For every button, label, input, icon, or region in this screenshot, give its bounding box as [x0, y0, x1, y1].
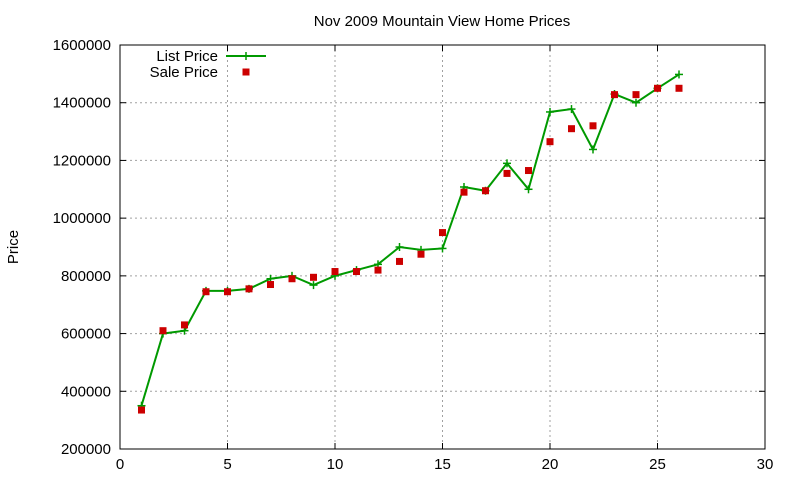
sale-price-point	[589, 122, 597, 130]
legend-marker	[242, 52, 250, 60]
legend-label-sale-price: Sale Price	[150, 64, 218, 81]
list-price-point	[395, 243, 404, 251]
x-tick-label: 0	[116, 456, 124, 473]
list-price-point	[524, 185, 533, 194]
sale-price-point	[611, 91, 618, 99]
sale-price-point	[138, 406, 145, 414]
sale-price-point	[331, 268, 339, 276]
sale-price-point	[439, 229, 446, 237]
sale-price-point	[288, 275, 296, 283]
list-price-point	[567, 105, 576, 114]
sale-price-point	[245, 285, 253, 293]
list-price-point	[309, 281, 318, 290]
list-price-point	[675, 70, 683, 79]
sale-price-point	[503, 169, 511, 177]
sale-price-point	[310, 273, 317, 281]
list-price-point	[546, 107, 554, 116]
sale-price-point	[546, 138, 554, 146]
y-tick-label: 1200000	[53, 152, 111, 169]
sale-price-point	[181, 321, 188, 329]
y-tick-label: 200000	[61, 441, 111, 458]
y-tick-labels: 200000 400000 600000 800000 1000000 1200000 14…	[53, 37, 111, 458]
x-tick-label: 10	[327, 456, 344, 473]
x-tick-label: 20	[542, 456, 559, 473]
sale-price-point	[675, 84, 683, 92]
sale-price-point	[654, 84, 661, 92]
y-tick-label: 400000	[61, 383, 111, 400]
sale-price-point	[224, 288, 231, 296]
sale-price-point	[525, 167, 532, 175]
legend-key-sale-price	[242, 68, 250, 76]
sale-price-point	[482, 187, 489, 195]
chart-title: Nov 2009 Mountain View Home Prices	[314, 13, 571, 30]
x-tick-labels: 0 5 10 15 20 25 30	[116, 456, 774, 473]
sale-price-point	[568, 125, 575, 133]
sale-price-point	[460, 188, 468, 196]
axis-ticks	[119, 44, 766, 450]
y-tick-label: 600000	[61, 326, 111, 343]
legend-label-list-price: List Price	[156, 48, 218, 65]
series	[137, 70, 683, 414]
sale-price-point	[374, 266, 382, 274]
sale-price-point	[353, 268, 360, 276]
legend-key-list-price	[226, 52, 266, 60]
sale-price-point	[202, 288, 210, 296]
list-price-line	[140, 73, 680, 406]
list-price-point	[589, 145, 597, 154]
sale-price-point	[632, 91, 640, 99]
y-tick-label: 1600000	[53, 37, 111, 54]
y-tick-label: 1000000	[53, 210, 111, 227]
sale-price-point	[417, 250, 425, 258]
sale-price-point	[159, 327, 167, 335]
x-tick-label: 25	[649, 456, 666, 473]
legend: List Price Sale Price	[150, 48, 266, 81]
y-tick-label: 1400000	[53, 95, 111, 112]
legend-marker	[242, 68, 250, 76]
y-axis-label: Price	[5, 230, 22, 264]
sale-price-point	[396, 257, 403, 265]
list-price-point	[438, 244, 447, 253]
list-price-point	[632, 98, 640, 107]
x-tick-label: 5	[223, 456, 231, 473]
series-list-price	[137, 70, 683, 410]
sale-price-point	[267, 281, 274, 289]
x-tick-label: 15	[434, 456, 451, 473]
series-sale-price	[138, 84, 683, 414]
x-tick-label: 30	[757, 456, 774, 473]
list-price-point	[503, 159, 511, 168]
y-tick-label: 800000	[61, 268, 111, 285]
